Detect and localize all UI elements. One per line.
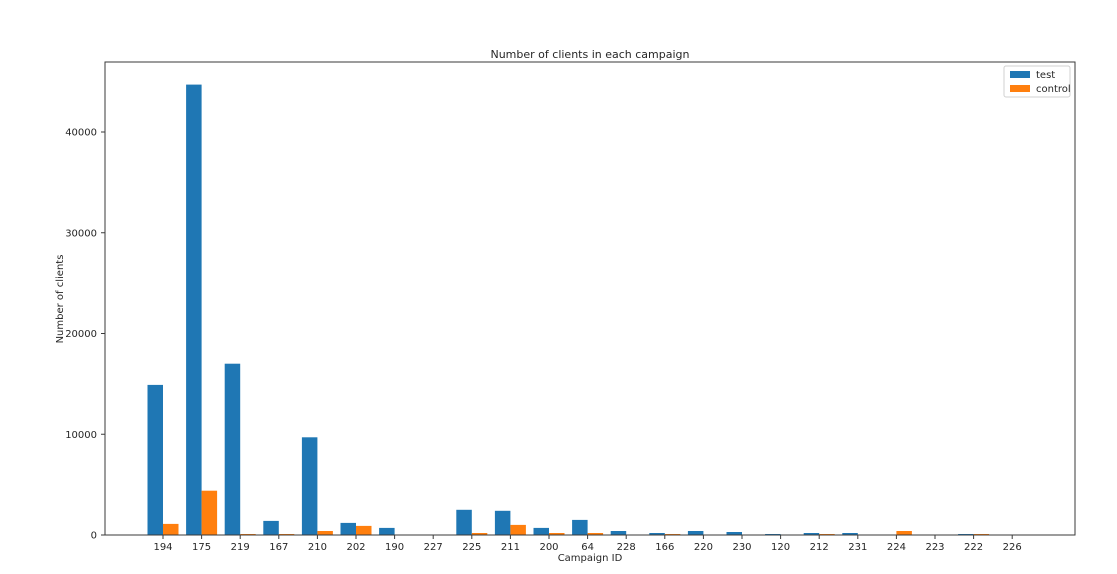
x-tick-label: 219 xyxy=(231,542,250,553)
x-tick-label: 190 xyxy=(385,542,404,553)
bar-test-210 xyxy=(301,437,318,535)
bar-control-202 xyxy=(356,525,372,535)
legend-swatch-test xyxy=(1010,71,1030,78)
axes-frame xyxy=(104,61,1076,536)
y-tick-label: 0 xyxy=(91,531,97,542)
bar-test-230 xyxy=(726,532,742,535)
plot-area xyxy=(105,62,1075,535)
bar-test-219 xyxy=(224,363,241,535)
bar-test-231 xyxy=(842,533,858,535)
x-axis-ticks: 194 175 219 167 210 202 190 227 225 211 200 64 228 16… xyxy=(153,535,1022,553)
x-tick-label: 224 xyxy=(887,542,906,553)
x-tick-label: 64 xyxy=(581,542,594,553)
bar-test-166 xyxy=(649,533,665,535)
x-tick-label: 231 xyxy=(848,542,867,553)
bar-test-194 xyxy=(147,384,163,535)
bar-test-220 xyxy=(687,531,704,535)
x-tick-label: 227 xyxy=(424,542,443,553)
y-tick-label: 40000 xyxy=(65,128,97,139)
y-axis-label: Number of clients xyxy=(55,255,66,344)
bar-control-194 xyxy=(163,523,179,535)
x-tick-label: 200 xyxy=(539,542,558,553)
bar-control-210 xyxy=(317,531,333,535)
y-tick-label: 10000 xyxy=(65,430,97,441)
x-tick-label: 166 xyxy=(655,542,674,553)
x-tick-label: 210 xyxy=(308,542,327,553)
x-tick-label: 194 xyxy=(153,542,172,553)
y-tick-label: 20000 xyxy=(65,329,97,340)
x-tick-label: 212 xyxy=(810,542,829,553)
bar-test-200 xyxy=(533,527,549,535)
y-axis-ticks: 0 10000 20000 30000 40000 xyxy=(65,128,105,542)
legend-swatch-control xyxy=(1010,85,1030,92)
x-tick-label: 211 xyxy=(501,542,520,553)
bar-control-211 xyxy=(510,524,526,535)
bar-control-64 xyxy=(587,533,604,535)
bar-control-225 xyxy=(471,533,488,535)
legend-label-control: control xyxy=(1036,84,1071,95)
x-tick-label: 222 xyxy=(964,542,983,553)
chart-title: Number of clients in each campaign xyxy=(490,48,689,61)
legend-label-test: test xyxy=(1036,70,1055,81)
x-tick-label: 202 xyxy=(346,542,365,553)
bar-test-225 xyxy=(456,509,472,535)
x-tick-label: 226 xyxy=(1003,542,1022,553)
x-tick-label: 223 xyxy=(925,542,944,553)
x-tick-label: 175 xyxy=(192,542,211,553)
bar-test-167 xyxy=(263,520,279,535)
bar-test-212 xyxy=(803,533,820,535)
bar-control-200 xyxy=(549,533,565,535)
y-tick-label: 30000 xyxy=(65,228,97,239)
bar-test-175 xyxy=(186,84,202,535)
bar-test-64 xyxy=(572,519,588,535)
bar-test-228 xyxy=(610,531,627,535)
x-tick-label: 230 xyxy=(732,542,751,553)
legend: test control xyxy=(1003,65,1071,98)
bar-control-175 xyxy=(201,490,218,535)
x-tick-label: 228 xyxy=(617,542,636,553)
bar-test-211 xyxy=(494,510,511,535)
bar-test-190 xyxy=(379,527,395,535)
x-tick-label: 220 xyxy=(694,542,713,553)
bar-test-202 xyxy=(340,522,356,535)
x-axis-label: Campaign ID xyxy=(558,553,623,564)
x-tick-label: 225 xyxy=(462,542,481,553)
x-tick-label: 120 xyxy=(771,542,790,553)
bar-control-224 xyxy=(896,531,912,535)
x-tick-label: 167 xyxy=(269,542,288,553)
